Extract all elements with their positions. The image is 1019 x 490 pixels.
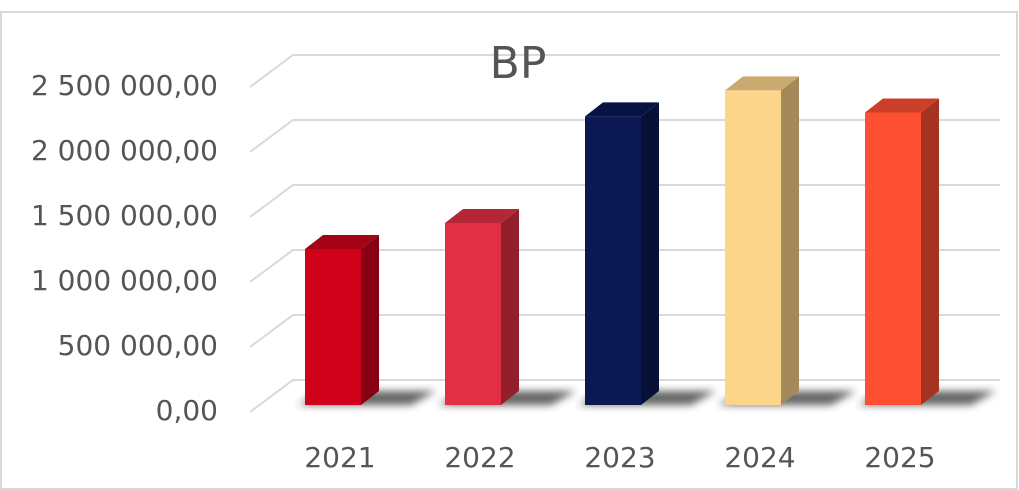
- bar-top: [445, 209, 519, 223]
- x-tick-label: 2025: [864, 441, 935, 474]
- x-tick-label: 2024: [724, 441, 795, 474]
- bar-top: [725, 76, 799, 91]
- bar: [305, 235, 379, 405]
- bar-top: [305, 235, 379, 249]
- grid-line: [249, 54, 1000, 88]
- bar-front: [305, 249, 361, 405]
- bar-top: [865, 98, 939, 113]
- bar: [725, 76, 799, 406]
- bar-side: [921, 98, 939, 405]
- bar: [585, 102, 659, 406]
- bars: [299, 76, 996, 406]
- x-tick-label: 2022: [444, 441, 515, 474]
- x-tick-label: 2023: [584, 441, 655, 474]
- bar-front: [865, 112, 921, 405]
- y-tick-label: 500 000,00: [58, 329, 218, 362]
- bar-top: [585, 102, 659, 117]
- bar-side: [781, 76, 799, 406]
- bar-front: [725, 90, 781, 406]
- chart-title: BP: [490, 38, 547, 89]
- y-tick-label: 1 000 000,00: [31, 264, 218, 297]
- bar: [865, 98, 939, 405]
- bar-side: [501, 209, 519, 405]
- y-tick-label: 0,00: [156, 394, 218, 427]
- bar: [445, 209, 519, 405]
- y-tick-label: 2 000 000,00: [31, 134, 218, 167]
- bar-side: [641, 102, 659, 406]
- bar-front: [585, 116, 641, 406]
- bar-side: [361, 235, 379, 405]
- y-tick-label: 2 500 000,00: [31, 69, 218, 102]
- x-tick-label: 2021: [304, 441, 375, 474]
- bar-front: [445, 223, 501, 405]
- y-tick-label: 1 500 000,00: [31, 199, 218, 232]
